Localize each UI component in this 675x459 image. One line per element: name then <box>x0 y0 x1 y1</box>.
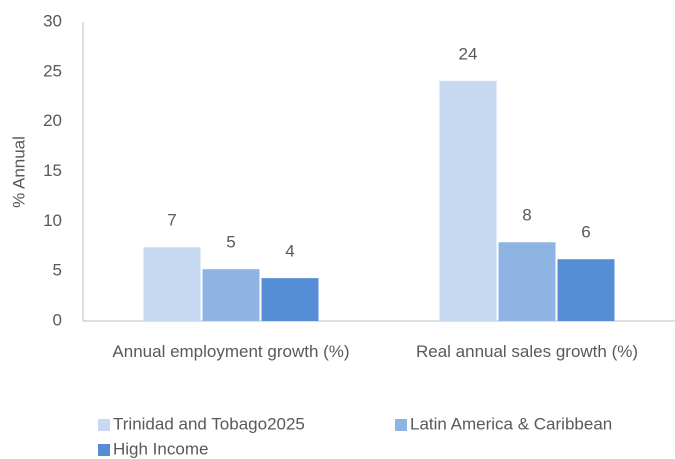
legend-label: Latin America & Caribbean <box>410 414 612 433</box>
data-label: 6 <box>581 223 590 242</box>
y-tick-label: 30 <box>43 11 62 30</box>
y-tick-label: 25 <box>43 61 62 80</box>
data-label: 7 <box>167 211 176 230</box>
legend-label: High Income <box>113 439 208 458</box>
x-tick-label-box: Real annual sales growth (%) <box>415 342 639 361</box>
legend-swatch <box>98 444 110 456</box>
y-tick-label: 0 <box>53 310 62 329</box>
x-tick-label: Annual employment growth (%) <box>112 342 350 361</box>
bar <box>498 242 556 321</box>
y-tick-label: 5 <box>53 261 62 280</box>
bar <box>557 259 615 321</box>
data-label: 5 <box>226 233 235 252</box>
legend-swatch <box>98 419 110 431</box>
y-tick-label: 10 <box>43 211 62 230</box>
bar <box>439 80 497 321</box>
data-label: 4 <box>285 242 294 261</box>
legend-label: Trinidad and Tobago2025 <box>113 414 305 433</box>
bar <box>143 247 201 321</box>
legend-swatch <box>395 419 407 431</box>
x-tick-label: Real annual sales growth (%) <box>415 342 639 361</box>
data-label: 24 <box>459 44 478 63</box>
y-tick-label: 20 <box>43 111 62 130</box>
bar <box>202 269 260 321</box>
y-axis-title: % Annual <box>9 136 28 208</box>
y-tick-label: 15 <box>43 161 62 180</box>
data-label: 8 <box>522 206 531 225</box>
bar <box>261 278 319 321</box>
x-tick-label-box: Annual employment growth (%) <box>112 342 350 361</box>
